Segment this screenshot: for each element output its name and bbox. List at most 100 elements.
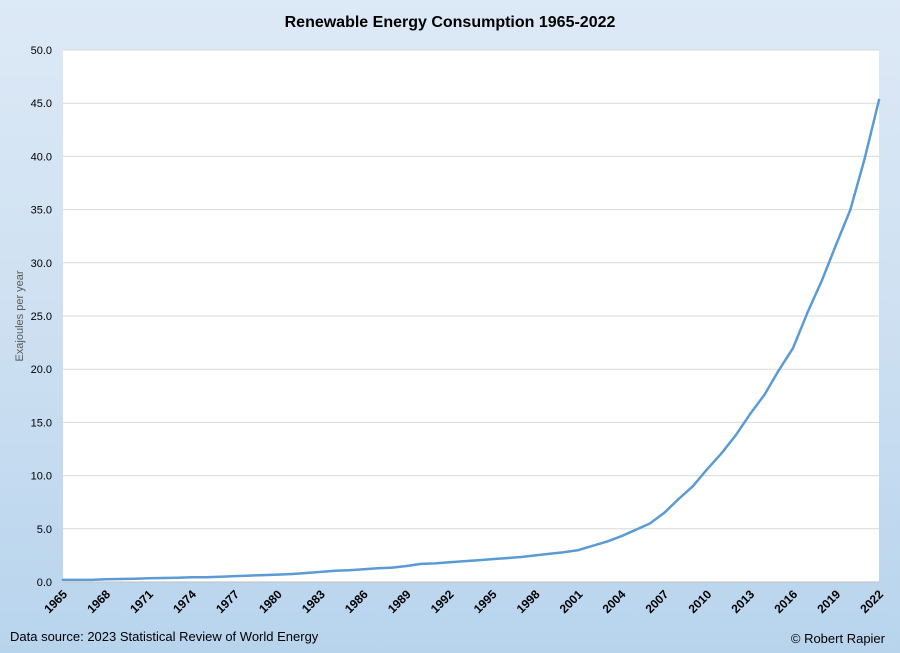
series-line [61, 98, 881, 582]
series-layer [61, 98, 881, 582]
x-tick-label: 1971 [127, 587, 156, 616]
x-tick-label: 1977 [213, 587, 242, 616]
data-point [448, 561, 451, 564]
x-tick-label: 2016 [771, 587, 800, 616]
data-point [505, 556, 508, 560]
x-tick-label: 2010 [686, 587, 715, 616]
data-point [791, 346, 795, 350]
data-point [734, 434, 737, 437]
data-point [190, 576, 193, 579]
data-point [104, 578, 108, 581]
x-axis-ticks: 1965 1968 1971 1974 1977 1980 1983 1986 1989 1992… [41, 587, 886, 616]
x-tick-label: 1995 [471, 587, 500, 616]
data-point [419, 562, 423, 566]
data-point [605, 540, 609, 543]
x-tick-label: 1989 [385, 587, 414, 616]
y-tick-label: 5.0 [37, 524, 52, 536]
x-tick-label: 1983 [299, 587, 328, 616]
data-point [462, 560, 465, 563]
data-point [348, 569, 351, 572]
data-source-note: Data source: 2023 Statistical Review of … [10, 629, 319, 644]
y-tick-label: 45.0 [31, 98, 52, 110]
x-tick-label: 2001 [557, 587, 586, 616]
data-point [362, 568, 365, 571]
data-point [162, 576, 165, 580]
copyright-credit: © Robert Rapier [790, 631, 885, 646]
data-point [176, 576, 179, 579]
data-point [763, 393, 766, 396]
data-point [90, 578, 93, 582]
data-point [290, 572, 294, 576]
x-tick-label: 1992 [428, 587, 457, 616]
data-point [620, 535, 623, 538]
data-point [663, 511, 666, 514]
x-tick-label: 2022 [857, 587, 886, 616]
data-point [376, 567, 380, 570]
data-point [777, 369, 780, 372]
data-point [591, 544, 594, 547]
x-tick-label: 1980 [256, 587, 285, 616]
data-point [233, 574, 236, 578]
data-point [305, 571, 308, 575]
data-point [562, 551, 566, 554]
data-point [477, 559, 480, 562]
y-axis-ticks: 0.0 5.0 10.0 15.0 20.0 25.0 30.0 35.0 40.0 45.0 50… [31, 45, 52, 589]
data-point [720, 452, 723, 455]
x-tick-label: 1974 [170, 587, 199, 616]
data-point [820, 279, 823, 283]
data-point [276, 573, 279, 576]
data-point [749, 412, 752, 416]
x-tick-label: 1965 [41, 587, 70, 616]
y-tick-label: 20.0 [31, 364, 52, 376]
x-tick-label: 2019 [814, 587, 843, 616]
y-tick-label: 15.0 [31, 417, 52, 429]
data-point [119, 577, 122, 581]
data-point [577, 548, 580, 552]
x-tick-label: 1986 [342, 587, 371, 616]
x-tick-label: 1998 [514, 587, 543, 616]
y-tick-label: 25.0 [31, 311, 52, 323]
data-point [706, 468, 709, 471]
chart: 0.0 5.0 10.0 15.0 20.0 25.0 30.0 35.0 40.0 45.0 50… [14, 14, 886, 616]
x-tick-label: 2007 [643, 587, 672, 616]
data-point [262, 573, 265, 577]
chart-title: Renewable Energy Consumption 1965-2022 [285, 14, 616, 31]
data-point [205, 576, 208, 579]
data-point [834, 243, 838, 246]
y-tick-label: 50.0 [31, 45, 52, 57]
data-point [691, 485, 695, 488]
y-tick-label: 30.0 [31, 258, 52, 270]
data-point [405, 564, 408, 568]
data-point [548, 552, 551, 555]
data-point [333, 569, 337, 572]
data-point [391, 566, 394, 569]
data-point [534, 554, 537, 557]
data-point [491, 557, 494, 561]
data-point [61, 578, 65, 582]
data-point [806, 311, 809, 314]
data-point [319, 570, 322, 574]
data-point [219, 575, 222, 578]
data-point [634, 528, 637, 532]
x-tick-label: 1968 [84, 587, 113, 616]
data-point [677, 497, 680, 501]
y-axis-label: Exajoules per year [14, 270, 26, 361]
data-point [133, 577, 136, 580]
data-point [648, 522, 652, 525]
data-point [863, 157, 866, 160]
y-tick-label: 0.0 [37, 577, 52, 589]
data-point [877, 98, 881, 102]
x-tick-label: 2013 [728, 587, 757, 616]
data-point [147, 577, 151, 580]
y-tick-label: 10.0 [31, 471, 52, 483]
x-tick-label: 2004 [600, 587, 629, 616]
gridlines [63, 49, 879, 583]
data-point [76, 578, 79, 582]
y-tick-label: 40.0 [31, 151, 52, 163]
data-point [519, 555, 523, 559]
data-point [434, 562, 437, 565]
data-point [849, 208, 852, 211]
y-tick-label: 35.0 [31, 205, 52, 217]
data-point [247, 574, 251, 577]
